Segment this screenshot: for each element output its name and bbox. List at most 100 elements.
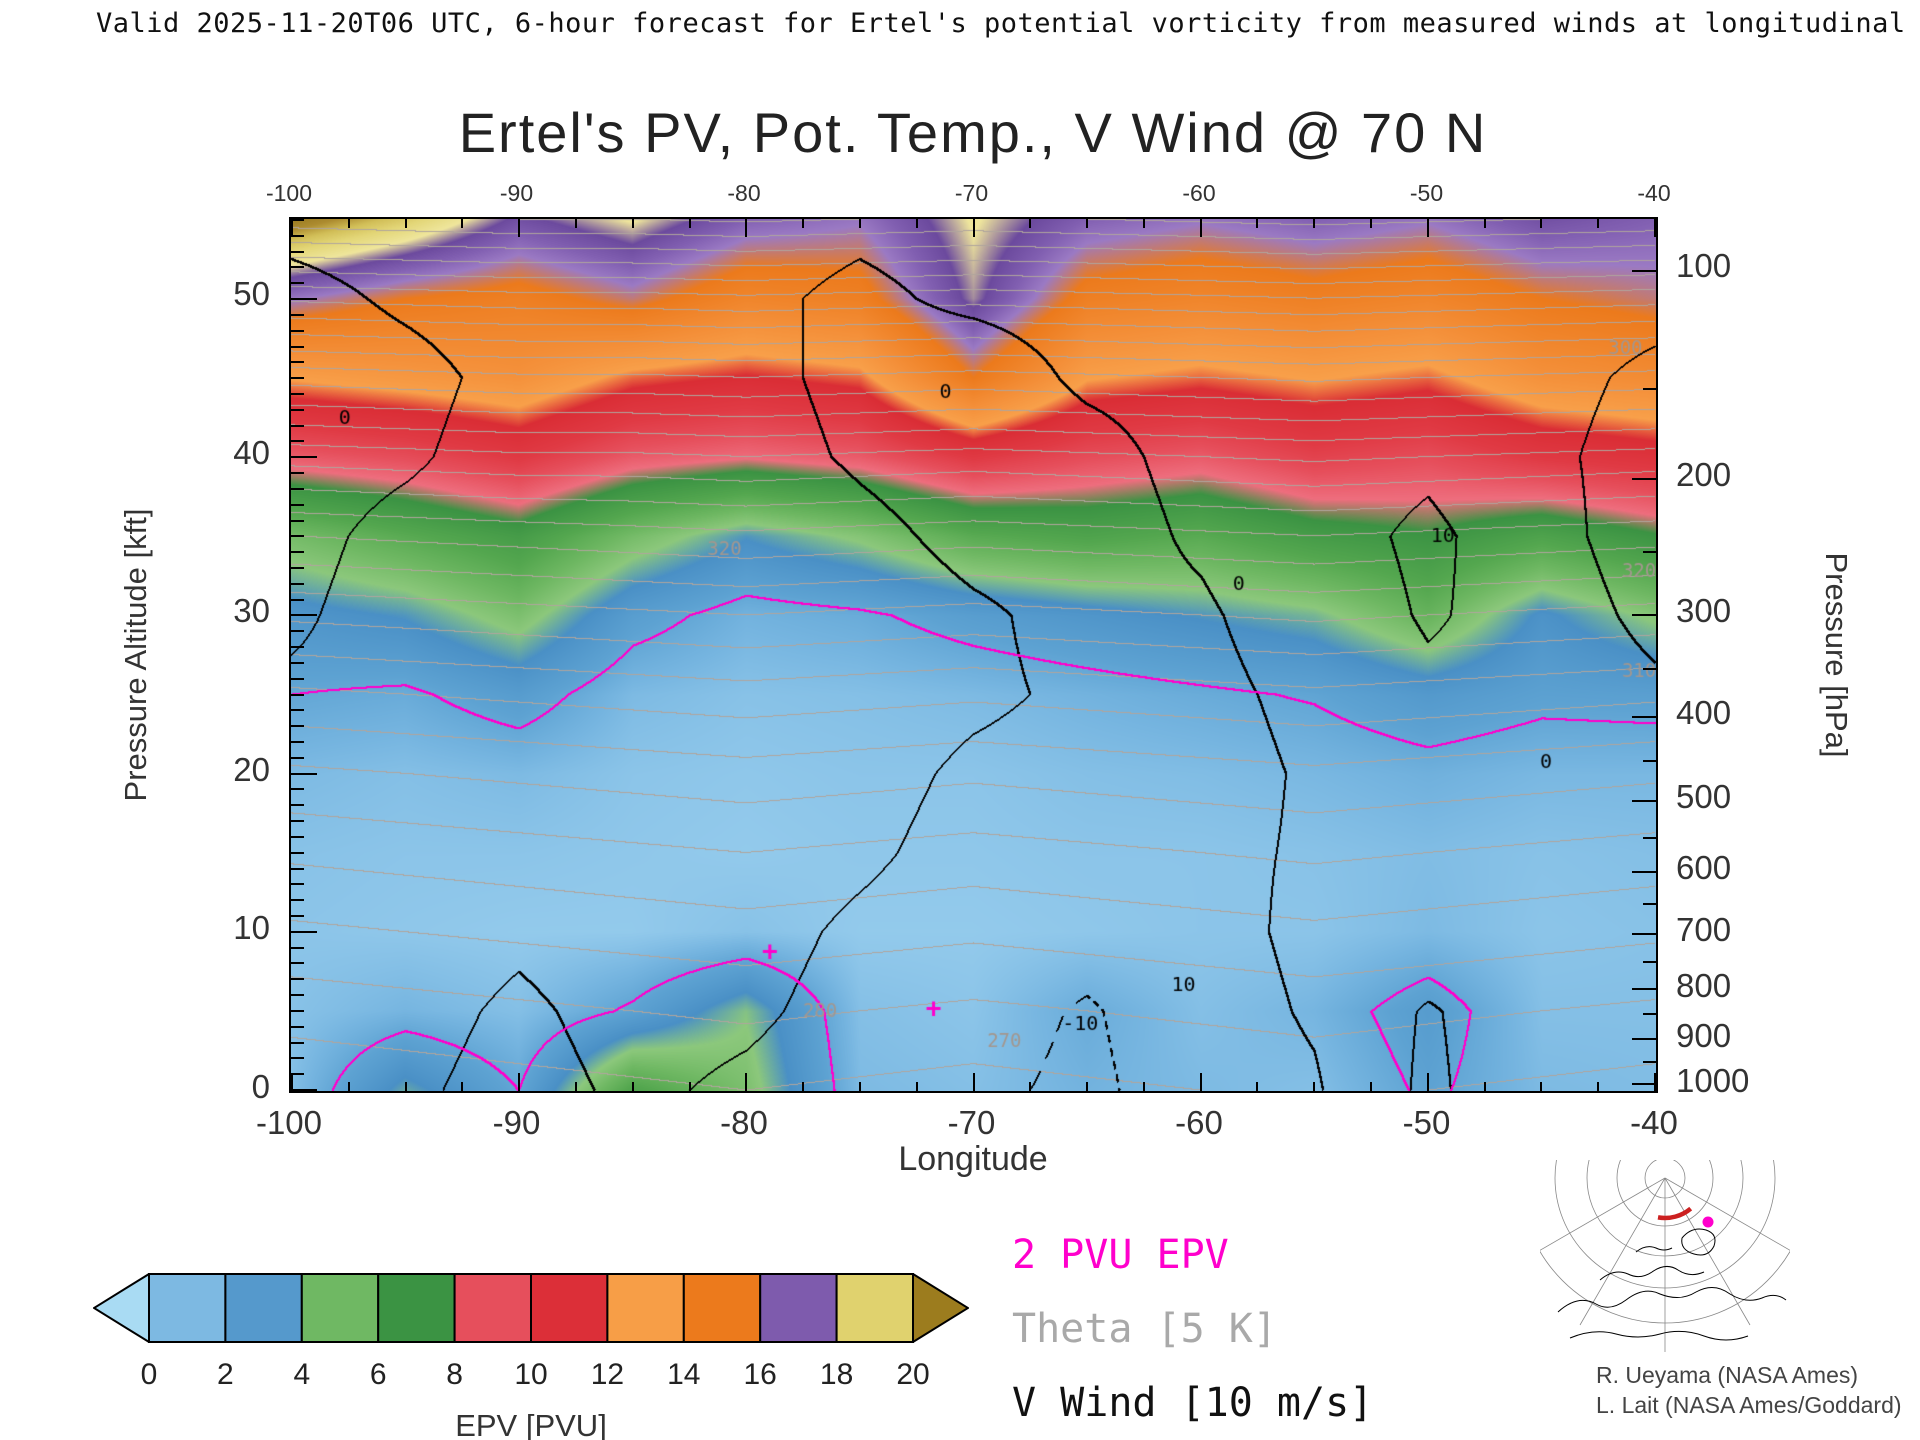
y-axis-right-tick-label: 400: [1676, 694, 1732, 732]
axis-tick: [461, 1082, 463, 1091]
axis-tick: [405, 219, 407, 228]
axis-tick: [291, 678, 304, 680]
axis-tick: [291, 962, 304, 964]
y-axis-right-tick-label: 1000: [1676, 1062, 1750, 1100]
x-axis-top-tick-label: -40: [1637, 180, 1671, 206]
axis-tick: [291, 1089, 317, 1091]
axis-tick: [1200, 1073, 1202, 1091]
axis-tick: [1632, 988, 1656, 990]
axis-tick: [291, 1026, 304, 1028]
axis-tick: [291, 883, 304, 885]
x-axis-tick-label: -70: [947, 1104, 996, 1141]
axis-tick: [291, 567, 304, 569]
axis-tick: [1256, 1082, 1258, 1091]
axis-tick: [291, 583, 304, 585]
axis-tick: [348, 219, 350, 228]
y-axis-right-tick-label: 500: [1676, 778, 1732, 816]
axis-tick: [291, 504, 304, 506]
axis-tick: [291, 804, 304, 806]
axis-tick: [291, 377, 304, 379]
colorbar-tick-label: 2: [217, 1358, 234, 1391]
y-axis-right-tick-label: 100: [1676, 247, 1732, 285]
y-axis-left-tick-label: 30: [233, 592, 270, 630]
y-axis-left-label: Pressure Altitude [kft]: [118, 508, 153, 802]
axis-tick: [1540, 1082, 1542, 1091]
y-axis-left-tick-label: 40: [233, 433, 270, 471]
axis-tick: [291, 1073, 304, 1075]
axis-tick: [291, 741, 304, 743]
axis-tick: [291, 773, 317, 775]
legend-epv-contour: 2 PVU EPV: [1012, 1232, 1229, 1278]
y-axis-right-tick-label: 300: [1676, 591, 1732, 629]
axis-tick: [1632, 933, 1656, 935]
axis-tick: [1643, 551, 1656, 553]
x-axis-top-tick-label: -70: [954, 180, 989, 206]
colorbar-tick-label: 4: [293, 1358, 311, 1391]
axis-tick: [1143, 1082, 1145, 1091]
axis-tick: [291, 219, 304, 221]
colorbar-tick-label: 10: [514, 1358, 548, 1391]
axis-tick: [291, 709, 304, 711]
axis-tick: [291, 836, 304, 838]
axis-tick: [291, 346, 304, 348]
axis-tick: [291, 1073, 293, 1091]
axis-tick: [1597, 219, 1599, 228]
axis-tick: [291, 361, 304, 363]
axis-tick: [1143, 219, 1145, 228]
axis-tick: [518, 219, 520, 237]
axis-tick: [1200, 219, 1202, 237]
y-axis-left-tick-label: 0: [251, 1068, 270, 1105]
axis-tick: [689, 1082, 691, 1091]
colorbar-tick-label: 12: [590, 1358, 625, 1391]
axis-tick: [291, 931, 317, 933]
axis-tick: [291, 1042, 304, 1044]
axis-tick: [1427, 1073, 1429, 1091]
axis-tick: [291, 472, 304, 474]
orthographic-map: [1540, 1160, 1790, 1352]
x-axis-top-tick-label: -60: [1182, 180, 1216, 206]
axis-tick: [291, 599, 304, 601]
axis-tick: [291, 788, 304, 790]
axis-tick: [1654, 219, 1656, 237]
axis-tick: [1632, 716, 1656, 718]
x-axis-tick-label: -100: [255, 1104, 323, 1141]
location-map-inset: [1540, 1160, 1790, 1355]
axis-tick: [291, 440, 304, 442]
credit-line-2: L. Lait (NASA Ames/Goddard): [1596, 1392, 1902, 1418]
axis-tick: [291, 820, 304, 822]
axis-tick: [689, 219, 691, 228]
axis-tick: [291, 662, 304, 664]
axis-tick: [291, 298, 317, 300]
axis-tick: [291, 757, 304, 759]
axis-tick: [1370, 1082, 1372, 1091]
axis-tick: [1086, 219, 1088, 228]
axis-tick: [291, 456, 317, 458]
axis-tick: [291, 1010, 304, 1012]
plot-title: Ertel's PV, Pot. Temp., V Wind @ 70 N: [458, 101, 1488, 164]
epv-heatmap-canvas: [291, 219, 1656, 1091]
y-axis-right-tick-label: 800: [1676, 966, 1732, 1004]
axis-tick: [1632, 871, 1656, 873]
axis-tick: [1484, 219, 1486, 228]
colorbar-tick-label: 0: [140, 1358, 158, 1391]
axis-tick: [1484, 1082, 1486, 1091]
axis-tick: [461, 219, 463, 228]
axis-tick: [291, 488, 304, 490]
colorbar-tick-label: 6: [369, 1358, 387, 1391]
axis-tick: [291, 915, 304, 917]
x-axis-tick-label: -90: [492, 1104, 541, 1141]
axis-tick: [405, 1082, 407, 1091]
axis-tick: [291, 725, 304, 727]
y-axis-right-tick-label: 600: [1676, 849, 1732, 887]
axis-tick: [1597, 1082, 1599, 1091]
axis-tick: [1643, 903, 1656, 905]
axis-tick: [1643, 961, 1656, 963]
axis-tick: [632, 219, 634, 228]
axis-tick: [1029, 1082, 1031, 1091]
axis-tick: [291, 535, 304, 537]
axis-tick: [632, 1082, 634, 1091]
colorbar-tick-label: 18: [819, 1358, 854, 1391]
axis-tick: [916, 219, 918, 228]
colorbar-tick-label: 14: [667, 1358, 701, 1391]
colorbar-tick-label: 20: [896, 1358, 930, 1391]
